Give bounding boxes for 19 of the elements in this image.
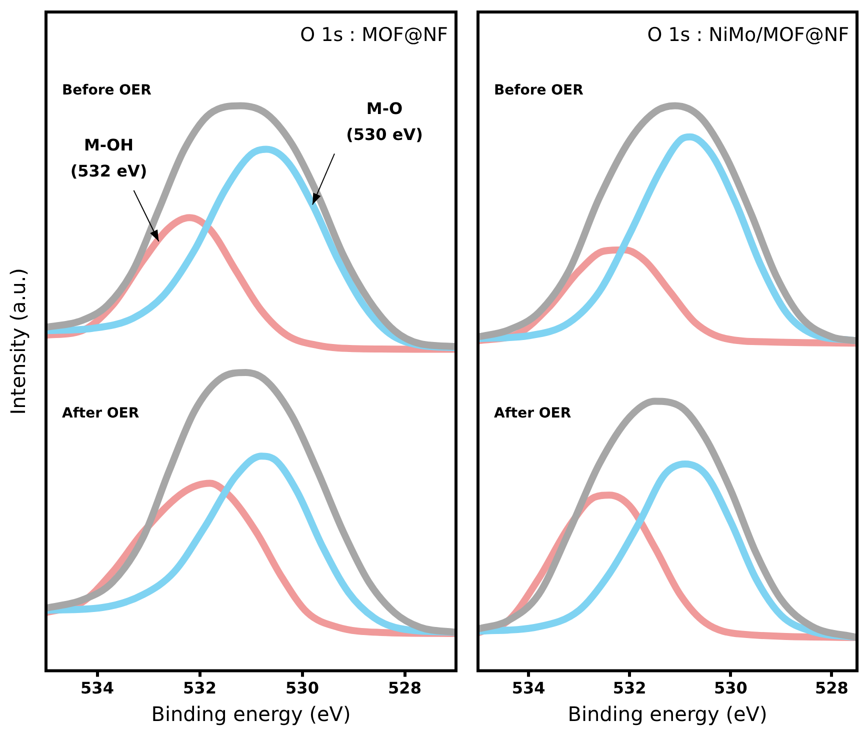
annotation: After OER <box>494 406 572 422</box>
x-tick-label: 528 <box>388 678 422 698</box>
annotation: M-O (530 eV) <box>346 98 423 144</box>
chart-title: O 1s : MOF@NF <box>300 24 448 46</box>
y-axis-title: Intensity (a.u.) <box>6 268 30 415</box>
x-tick-label: 530 <box>714 678 748 698</box>
x-axis-title: Binding energy (eV) <box>568 702 768 726</box>
x-axis-title: Binding energy (eV) <box>151 702 351 726</box>
x-tick-label: 534 <box>80 678 114 698</box>
x-tick-label: 528 <box>815 678 848 698</box>
x-tick-label: 532 <box>183 678 216 698</box>
x-tick-label: 532 <box>612 678 646 698</box>
x-tick-label: 534 <box>512 678 546 698</box>
text: Before OER <box>494 82 584 99</box>
annotation: After OER <box>62 406 140 422</box>
text: Before OER <box>62 82 152 99</box>
x-tick-label: 530 <box>286 678 319 698</box>
annotation: M-OH (532 eV) <box>70 136 148 181</box>
chart-title: O 1s : NiMo/MOF@NF <box>647 24 849 46</box>
